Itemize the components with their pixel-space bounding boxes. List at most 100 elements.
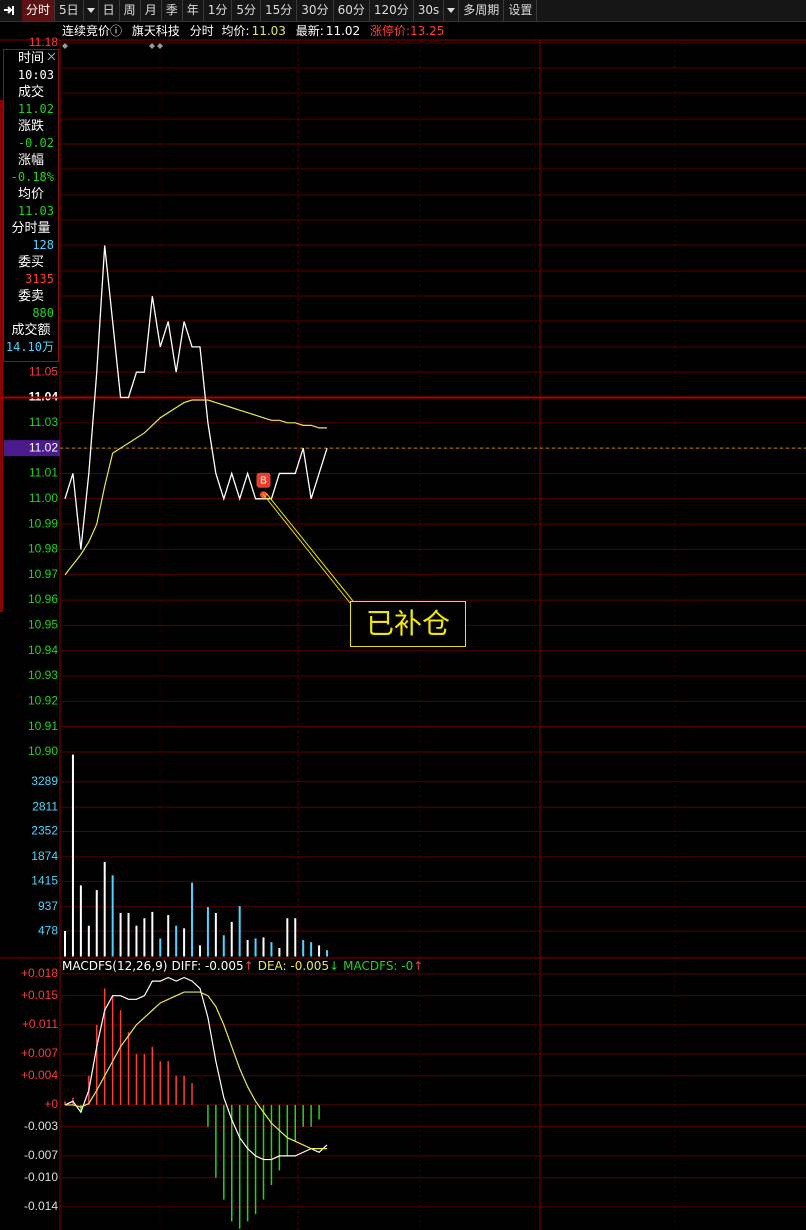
tab[interactable]: 分时 (22, 0, 56, 21)
volume-bar (151, 911, 154, 957)
legend-text: DEA: -0.005 (257, 959, 330, 973)
current-price-box (4, 440, 60, 457)
y-tick-label: 10.90 (28, 744, 58, 758)
y-tick-label: -0.014 (24, 1199, 58, 1213)
info-value: -0.02 (17, 136, 54, 150)
volume-bar (191, 882, 194, 957)
diamonds (62, 43, 163, 49)
volume-bar (127, 912, 130, 957)
volume-bar (71, 754, 74, 957)
info-value: 10:03 (17, 68, 54, 82)
close-icon[interactable] (47, 52, 57, 62)
volume-bar (87, 925, 90, 957)
y-tick-label: 10.94 (28, 643, 58, 657)
y-tick-label: 10.91 (28, 719, 58, 733)
legend-arrow: ↑ (413, 959, 424, 973)
volume-bar (254, 938, 257, 957)
tab[interactable]: 设置 (504, 0, 538, 21)
status: 连续竞价ⓘ (62, 24, 123, 38)
y-tick-label: 11.02 (29, 440, 58, 454)
info-value: 11.03 (17, 204, 54, 218)
info-label: 成交 (17, 85, 44, 100)
callout-line (262, 492, 354, 604)
y-tick-label: +0.015 (21, 988, 58, 1002)
tab[interactable]: 5日 (55, 0, 84, 21)
info-value: 128 (32, 238, 54, 252)
marker-box (256, 472, 271, 488)
price-line (64, 245, 328, 550)
tab[interactable]: 年 (183, 0, 204, 21)
y-tick-label: 10.99 (28, 516, 58, 530)
vertical-grid (159, 40, 676, 1230)
avg-line (64, 399, 328, 576)
info-label: 委卖 (17, 289, 44, 304)
volume-bar (278, 947, 281, 957)
y-tick-label: 11.05 (29, 364, 58, 378)
tab[interactable]: 15分 (261, 0, 298, 21)
tab[interactable]: 季 (162, 0, 183, 21)
volume-bar (183, 928, 186, 957)
mode: 分时 (189, 24, 214, 38)
y-tick-label: +0.007 (21, 1046, 58, 1060)
volume-bar (206, 907, 209, 957)
tab[interactable]: 周 (120, 0, 141, 21)
tab[interactable]: 月 (141, 0, 162, 21)
legend-arrow: ↓ (329, 959, 340, 973)
y-tick-label: 2352 (31, 824, 58, 838)
header: 连续竞价ⓘ 旗天科技 分时 均价: 11.03 最新: 11.02 涨停价:13.2… (62, 22, 450, 40)
volume-bar (222, 935, 225, 957)
info-panel: 时间 10:03 成交 11.02 涨跌 -0.02 涨幅 -0.18% 均价 11.03 分时量 1… (3, 49, 59, 362)
y-tick-label: 11.18 (29, 35, 58, 49)
icon (4, 6, 14, 15)
tab[interactable]: 30分 (297, 0, 334, 21)
last-value: 11.02 (325, 24, 361, 38)
limit-up: 涨停价:13.25 (370, 24, 445, 38)
macd-legend: MACDFS(12,26,9) DIFF: -0.005↑ DEA: -0.005↓… (62, 958, 427, 974)
volume-bar (230, 921, 233, 957)
volume-bar (302, 940, 305, 957)
y-tick-label: 10.93 (28, 668, 58, 682)
avg-value: 11.03 (251, 24, 286, 38)
dropdown[interactable] (84, 0, 99, 21)
volume-bar (318, 945, 321, 957)
y-tick-label: +0.004 (21, 1068, 58, 1082)
toolbar-icon (0, 0, 22, 21)
info-label: 涨跌 (17, 119, 44, 134)
tab[interactable]: 30s (414, 0, 445, 21)
tab[interactable]: 60分 (334, 0, 370, 21)
minor-grid (60, 67, 806, 348)
legend-arrow: ↑ (243, 959, 254, 973)
y-tick-label: 1874 (31, 849, 58, 863)
tab[interactable]: 1分 (204, 0, 233, 21)
volume-bar (103, 861, 106, 957)
volume-bar (111, 875, 114, 957)
tab[interactable]: 日 (99, 0, 120, 21)
info-label: 成交额 (11, 323, 51, 338)
volume-bar (159, 938, 162, 957)
callout: 已补仓 (350, 601, 466, 647)
volume-bar (214, 912, 217, 957)
side-strip (0, 100, 3, 612)
y-tick-label: 2811 (32, 799, 58, 813)
volume-bar (175, 925, 178, 957)
tab[interactable]: 多周期 (459, 0, 505, 21)
dea-line (65, 991, 328, 1150)
tab[interactable]: 5分 (232, 0, 262, 21)
volume-bar (286, 918, 289, 957)
dropdown[interactable] (444, 0, 460, 21)
y-tick-label: 10.96 (28, 592, 58, 606)
y-tick-label: 478 (38, 923, 58, 937)
info-label: 均价 (17, 187, 44, 202)
info-value: 880 (32, 306, 54, 320)
volume-bar (270, 942, 273, 957)
volume-bar (79, 885, 82, 957)
tab[interactable]: 120分 (370, 0, 414, 21)
info-value: 3135 (25, 272, 54, 286)
info-value: 11.02 (17, 102, 54, 116)
volume-bar (95, 890, 98, 957)
info-label: 时间 (17, 51, 44, 66)
info-label: 涨幅 (17, 153, 44, 168)
tick-labels: 478 937 1415 1874 2352 2811 3289 (31, 774, 58, 937)
y-tick-label: +0 (44, 1097, 58, 1111)
toolbar: 分时 5日日周月季年 1分 5分 15分 30分 60分 120分 30s 多周期 设置 (0, 0, 806, 22)
